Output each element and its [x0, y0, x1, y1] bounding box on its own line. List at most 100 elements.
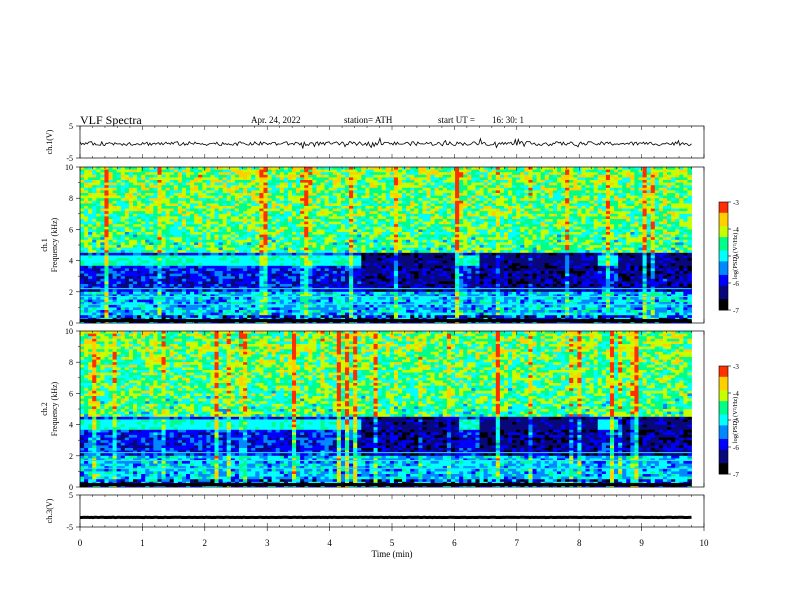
spectrogram-cell: [361, 302, 366, 306]
spectrogram-cell: [133, 294, 138, 298]
spectrogram-cell: [414, 185, 419, 189]
spectrogram-cell: [137, 268, 142, 272]
spectrogram-cell: [332, 252, 338, 256]
spectrogram-cell: [353, 247, 358, 251]
spectrogram-cell: [133, 284, 138, 287]
spectrogram-cell: [104, 291, 109, 295]
spectrogram-cell: [283, 286, 289, 290]
spectrogram-cell: [373, 172, 379, 176]
spectrogram-cell: [369, 174, 374, 178]
spectrogram-cell: [161, 304, 167, 308]
spectrogram-cell: [279, 271, 285, 274]
spectrogram-cell: [271, 200, 277, 204]
spectrogram-cell: [128, 260, 134, 264]
spectrogram-cell: [222, 289, 228, 293]
spectrogram-cell: [181, 167, 187, 170]
spectrogram-cell: [259, 255, 264, 259]
spectrogram-cell: [332, 242, 338, 246]
spectrogram-cell: [357, 200, 362, 204]
spectrogram-cell: [377, 213, 383, 217]
spectrogram-cell: [190, 206, 195, 209]
spectrogram-cell: [116, 302, 122, 306]
spectrogram-cell: [361, 260, 366, 264]
spectrogram-cell: [80, 234, 85, 238]
spectrogram-cell: [186, 255, 191, 259]
spectrogram-cell: [92, 268, 97, 272]
spectrogram-cell: [369, 232, 374, 235]
spectrogram-cell: [173, 291, 179, 295]
spectrogram-cell: [279, 224, 285, 228]
spectrogram-cell: [206, 291, 211, 295]
spectrogram-cell: [165, 172, 171, 176]
spectrogram-cell: [124, 310, 130, 313]
spectrogram-cell: [116, 182, 122, 186]
spectrogram-cell: [247, 198, 252, 202]
spectrogram-cell: [145, 206, 150, 209]
spectrogram-cell: [385, 286, 391, 290]
spectrogram-cell: [112, 252, 118, 256]
spectrogram-cell: [414, 187, 419, 191]
spectrogram-cell: [344, 286, 350, 290]
spectrogram-cell: [385, 310, 391, 313]
spectrogram-cell: [353, 312, 358, 316]
spectrogram-cell: [312, 242, 317, 246]
spectrogram-cell: [283, 219, 289, 222]
spectrogram-cell: [80, 258, 85, 261]
spectrogram-cell: [173, 276, 179, 280]
spectrogram-cell: [133, 216, 138, 220]
spectrogram-cell: [328, 268, 334, 272]
spectrogram-cell: [275, 200, 281, 204]
spectrogram-cell: [324, 224, 330, 228]
spectrogram-cell: [373, 190, 379, 194]
spectrogram-cell: [230, 211, 236, 215]
spectrogram-cell: [247, 291, 252, 295]
spectrogram-cell: [332, 281, 338, 285]
spectrogram-cell: [320, 245, 326, 248]
spectrogram-cell: [226, 289, 232, 293]
spectrogram-cell: [389, 273, 395, 277]
spectrogram-cell: [222, 232, 228, 235]
spectrogram-cell: [349, 211, 354, 215]
spectrogram-cell: [128, 250, 134, 254]
spectrogram-cell: [414, 245, 419, 248]
spectrogram-cell: [169, 237, 175, 241]
spectrogram-cell: [88, 211, 93, 215]
spectrogram-cell: [373, 289, 379, 293]
spectrogram-cell: [226, 180, 232, 183]
spectrogram-cell: [104, 167, 109, 170]
spectrogram-cell: [414, 265, 419, 269]
spectrogram-cell: [120, 180, 126, 183]
spectrogram-cell: [194, 234, 199, 238]
spectrogram-cell: [328, 193, 334, 196]
spectrogram-cell: [165, 289, 171, 293]
spectrogram-cell: [80, 263, 85, 267]
spectrogram-cell: [116, 258, 122, 261]
spectrogram-cell: [210, 232, 215, 235]
spectrogram-cell: [324, 291, 330, 295]
spectrogram-cell: [84, 312, 89, 316]
spectrogram-cell: [181, 268, 187, 272]
spectrogram-cell: [381, 255, 387, 259]
spectrogram-cell: [271, 312, 277, 316]
spectrogram-cell: [283, 182, 289, 186]
spectrogram-cell: [157, 312, 162, 316]
spectrogram-cell: [230, 247, 236, 251]
spectrogram-cell: [222, 242, 228, 246]
spectrogram-cell: [84, 242, 89, 246]
spectrogram-cell: [157, 299, 162, 303]
spectrogram-cell: [410, 211, 415, 215]
spectrogram-cell: [186, 260, 191, 264]
spectrogram-cell: [153, 255, 158, 259]
spectrogram-cell: [369, 200, 374, 204]
spectrogram-cell: [332, 278, 338, 282]
spectrogram-cell: [389, 187, 395, 191]
spectrogram-cell: [206, 302, 211, 306]
spectrogram-cell: [234, 190, 240, 194]
spectrogram-cell: [161, 294, 167, 298]
spectrogram-cell: [336, 258, 342, 261]
spectrogram-cell: [385, 278, 391, 282]
spectrogram-cell: [267, 294, 273, 298]
spectrogram-cell: [349, 182, 354, 186]
spectrogram-cell: [344, 312, 350, 316]
spectrogram-cell: [181, 273, 187, 277]
